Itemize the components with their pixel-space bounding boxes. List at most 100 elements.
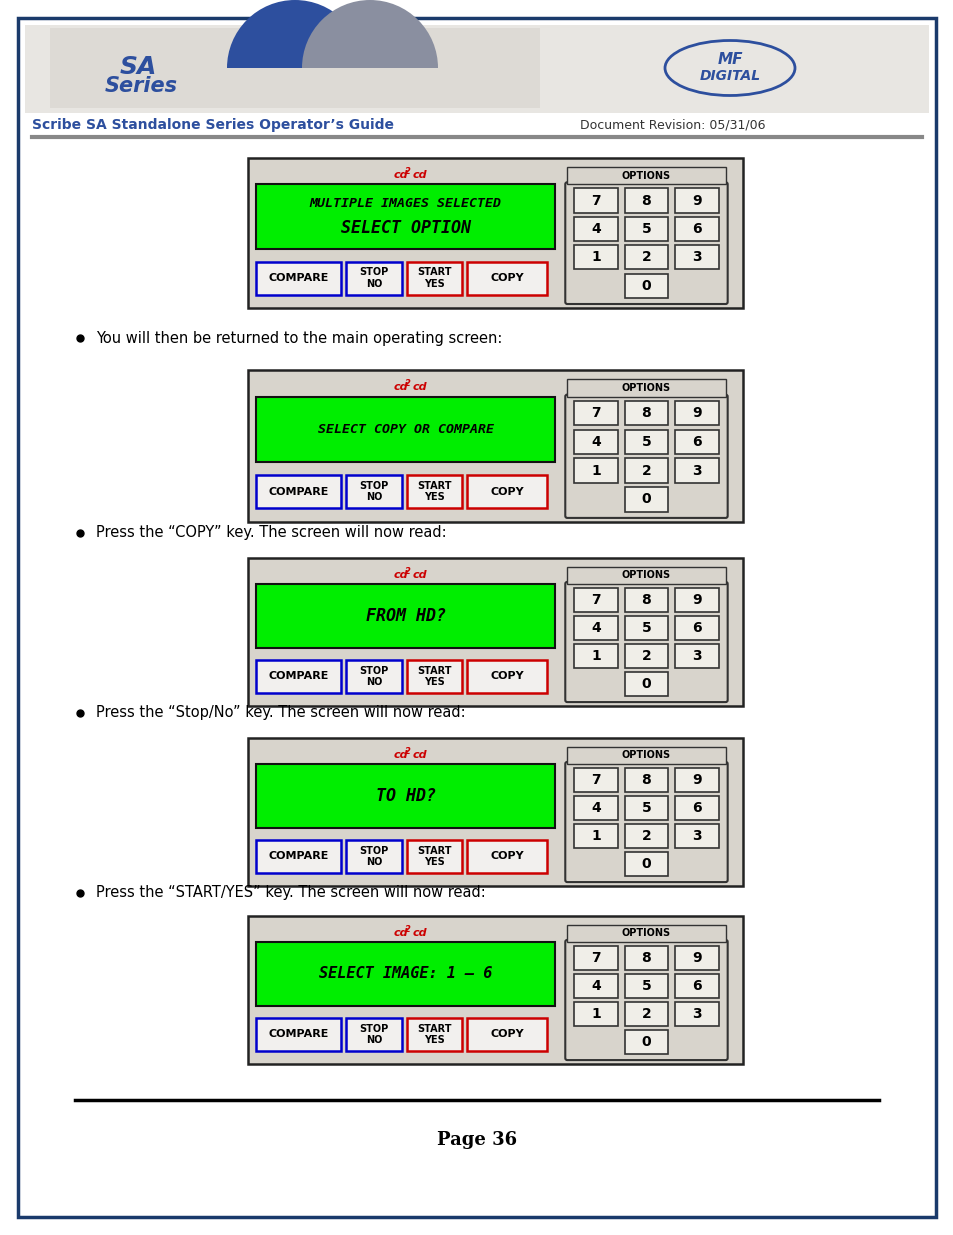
- Text: 5: 5: [641, 222, 651, 236]
- Text: 9: 9: [691, 593, 701, 606]
- Bar: [567, 747, 725, 764]
- Text: 3: 3: [691, 829, 701, 844]
- Bar: [248, 558, 742, 706]
- Text: 3: 3: [691, 251, 701, 264]
- Bar: [346, 1018, 401, 1051]
- Bar: [50, 28, 539, 107]
- Bar: [624, 768, 667, 792]
- Text: START
YES: START YES: [416, 666, 452, 687]
- Text: COMPARE: COMPARE: [268, 1030, 329, 1040]
- Text: 1: 1: [591, 463, 600, 478]
- Text: OPTIONS: OPTIONS: [621, 571, 670, 580]
- Text: 9: 9: [691, 951, 701, 965]
- Text: MF: MF: [717, 53, 742, 68]
- Text: COPY: COPY: [490, 487, 523, 496]
- Text: cd: cd: [412, 571, 426, 580]
- Bar: [248, 158, 742, 308]
- Bar: [467, 262, 546, 294]
- Text: cd: cd: [412, 170, 426, 180]
- Text: 4: 4: [591, 222, 600, 236]
- Text: START
YES: START YES: [416, 267, 452, 289]
- Text: START
YES: START YES: [416, 846, 452, 867]
- Text: 6: 6: [691, 979, 701, 993]
- Bar: [675, 824, 718, 848]
- Text: cd: cd: [394, 383, 408, 393]
- Bar: [574, 645, 617, 668]
- Text: 8: 8: [641, 194, 651, 207]
- Text: SELECT IMAGE: 1 – 6: SELECT IMAGE: 1 – 6: [318, 966, 492, 982]
- Text: Series: Series: [105, 77, 178, 96]
- Text: 4: 4: [591, 621, 600, 635]
- Text: COPY: COPY: [490, 1030, 523, 1040]
- Text: 3: 3: [691, 1007, 701, 1021]
- Bar: [624, 430, 667, 454]
- Bar: [467, 840, 546, 873]
- Bar: [624, 189, 667, 212]
- Text: 6: 6: [691, 435, 701, 448]
- Text: 3: 3: [691, 463, 701, 478]
- Text: 2: 2: [405, 167, 411, 175]
- FancyBboxPatch shape: [565, 183, 727, 304]
- Text: COMPARE: COMPARE: [268, 487, 329, 496]
- Bar: [675, 645, 718, 668]
- Bar: [574, 401, 617, 425]
- Bar: [567, 167, 725, 184]
- Text: STOP
NO: STOP NO: [359, 1024, 388, 1045]
- Wedge shape: [302, 0, 437, 68]
- Bar: [624, 458, 667, 483]
- Bar: [675, 189, 718, 212]
- Bar: [675, 458, 718, 483]
- Bar: [624, 246, 667, 269]
- Bar: [255, 396, 555, 462]
- Text: 2: 2: [641, 648, 651, 663]
- Bar: [255, 942, 555, 1005]
- Text: Press the “Stop/No” key. The screen will now read:: Press the “Stop/No” key. The screen will…: [96, 705, 465, 720]
- Text: 2: 2: [641, 829, 651, 844]
- Text: cd: cd: [394, 927, 408, 939]
- Text: 0: 0: [641, 1035, 651, 1049]
- Text: OPTIONS: OPTIONS: [621, 929, 670, 939]
- Text: 4: 4: [591, 979, 600, 993]
- Bar: [574, 217, 617, 241]
- Bar: [624, 616, 667, 640]
- Text: 0: 0: [641, 677, 651, 692]
- Text: You will then be returned to the main operating screen:: You will then be returned to the main op…: [96, 331, 502, 346]
- Bar: [624, 487, 667, 511]
- FancyBboxPatch shape: [565, 582, 727, 701]
- Text: 2: 2: [405, 379, 411, 388]
- Text: 7: 7: [591, 951, 600, 965]
- Bar: [624, 824, 667, 848]
- Bar: [25, 112, 928, 135]
- Text: cd: cd: [412, 927, 426, 939]
- Text: Scribe SA Standalone Series Operator’s Guide: Scribe SA Standalone Series Operator’s G…: [32, 119, 394, 132]
- Text: cd: cd: [394, 571, 408, 580]
- Text: 2: 2: [405, 746, 411, 756]
- Bar: [255, 1018, 341, 1051]
- Bar: [407, 661, 462, 693]
- Text: STOP
NO: STOP NO: [359, 666, 388, 687]
- Bar: [574, 768, 617, 792]
- Bar: [675, 946, 718, 969]
- FancyBboxPatch shape: [565, 940, 727, 1060]
- Text: 0: 0: [641, 493, 651, 506]
- Bar: [574, 1002, 617, 1026]
- Text: 7: 7: [591, 773, 600, 787]
- Text: STOP
NO: STOP NO: [359, 846, 388, 867]
- Text: START
YES: START YES: [416, 1024, 452, 1045]
- Bar: [624, 1002, 667, 1026]
- Text: COPY: COPY: [490, 273, 523, 283]
- Bar: [255, 262, 341, 294]
- Text: TO HD?: TO HD?: [375, 787, 436, 805]
- Bar: [675, 430, 718, 454]
- Bar: [624, 588, 667, 611]
- FancyBboxPatch shape: [565, 762, 727, 882]
- FancyBboxPatch shape: [565, 395, 727, 517]
- Bar: [248, 916, 742, 1065]
- Text: cd: cd: [412, 383, 426, 393]
- Text: 4: 4: [591, 435, 600, 448]
- Bar: [574, 246, 617, 269]
- Bar: [675, 217, 718, 241]
- Bar: [255, 840, 341, 873]
- Text: Press the “START/YES” key. The screen will now read:: Press the “START/YES” key. The screen wi…: [96, 885, 485, 900]
- Bar: [624, 974, 667, 998]
